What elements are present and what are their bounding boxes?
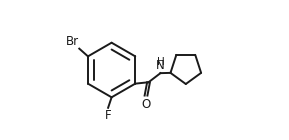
Text: O: O xyxy=(141,98,151,111)
Text: Br: Br xyxy=(66,35,79,48)
Text: H: H xyxy=(157,57,165,67)
Text: N: N xyxy=(156,60,165,73)
Text: F: F xyxy=(105,109,112,122)
